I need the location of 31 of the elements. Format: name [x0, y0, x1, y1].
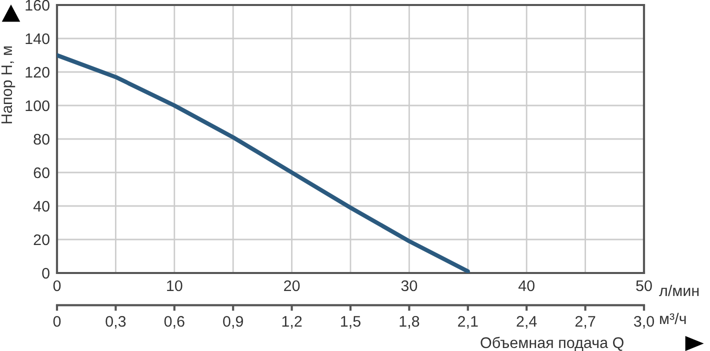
x2-tick-label: 0: [53, 316, 61, 327]
y-tick-label: 160: [26, 0, 50, 11]
x-tick-label: 30: [401, 280, 418, 292]
y-tick-label: 140: [26, 33, 50, 44]
y-tick-label: 80: [34, 134, 50, 145]
x2-tick-label: 2,4: [516, 316, 537, 329]
x-tick-label: 40: [518, 280, 534, 292]
x2-tick-label: 0,9: [223, 316, 243, 329]
x2-tick-label: 2,7: [575, 316, 596, 329]
x-tick-label: 50: [636, 280, 652, 292]
x-axis-title: Объемная подача Q: [480, 336, 624, 351]
y-tick-label: 60: [34, 167, 50, 178]
x-tick-label: 10: [167, 280, 182, 292]
y-tick-label: 20: [34, 234, 50, 246]
x2-tick-label: 1,2: [282, 316, 302, 329]
x2-tick-label: 1,5: [341, 316, 360, 329]
x-tick-label: 0: [53, 280, 61, 292]
x2-tick-label: 0,6: [164, 316, 184, 329]
x2-tick-label: 0,3: [106, 316, 126, 329]
text: л/мин: [659, 284, 699, 296]
x-tick-label: 20: [284, 280, 300, 292]
text: м³/ч: [660, 312, 686, 324]
x2-tick-label: 3,0: [634, 316, 654, 329]
x2-tick-label: 1,8: [400, 316, 420, 329]
y-tick-label: 120: [26, 66, 50, 78]
line-series: [57, 53, 470, 273]
x2-tick-label: 2,1: [458, 316, 478, 329]
y-tick-label: 100: [26, 100, 50, 112]
y-tick-label: 0: [42, 268, 50, 279]
y-tick-label: 40: [33, 200, 50, 212]
y-axis-title: Напор H, м: [1, 46, 16, 124]
